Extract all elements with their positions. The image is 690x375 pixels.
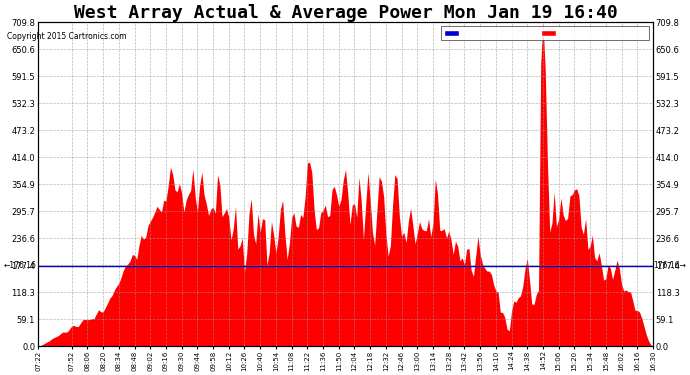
- Text: Copyright 2015 Cartronics.com: Copyright 2015 Cartronics.com: [7, 32, 126, 41]
- Text: 176.16→: 176.16→: [653, 261, 686, 270]
- Legend: Average  (DC Watts), West Array  (DC Watts): Average (DC Watts), West Array (DC Watts…: [441, 26, 649, 40]
- Text: ←176.16: ←176.16: [4, 261, 37, 270]
- Title: West Array Actual & Average Power Mon Jan 19 16:40: West Array Actual & Average Power Mon Ja…: [74, 4, 618, 22]
